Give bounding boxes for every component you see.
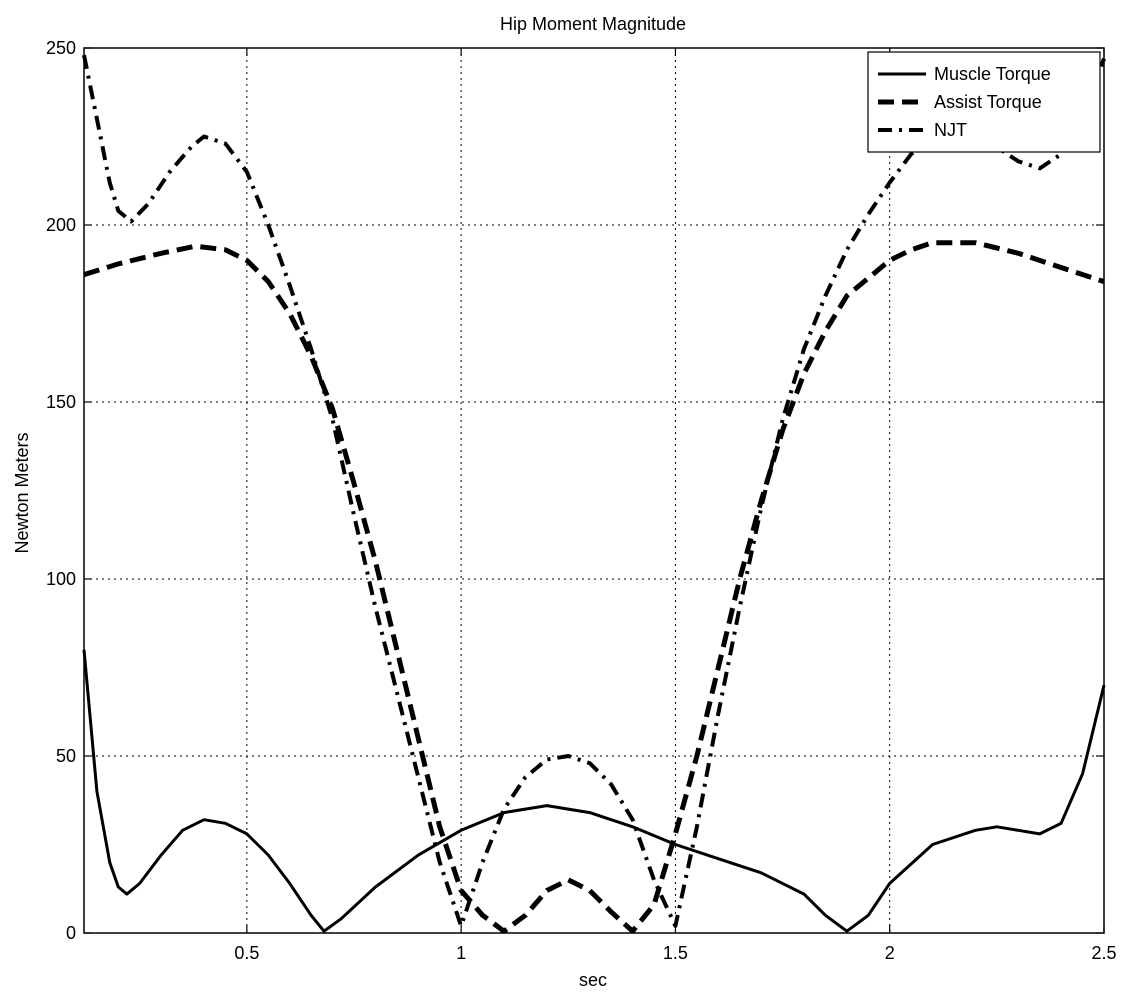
y-tick-label: 200: [46, 215, 76, 235]
plot-area: 0.5 1 1.5 2 2.5 0 50 100 150 200 250: [46, 38, 1117, 963]
x-tick-label: 2.5: [1091, 943, 1116, 963]
chart-title: Hip Moment Magnitude: [500, 14, 686, 34]
y-axis-label: Newton Meters: [12, 432, 32, 553]
legend-label: Muscle Torque: [934, 64, 1051, 84]
y-tick-label: 250: [46, 38, 76, 58]
x-axis-label: sec: [579, 970, 607, 990]
legend-label: NJT: [934, 120, 967, 140]
legend: Muscle Torque Assist Torque NJT: [867, 51, 1101, 153]
y-tick-label: 100: [46, 569, 76, 589]
series-line-assist-torque: [83, 240, 1105, 934]
x-tick-label: 2: [885, 943, 895, 963]
series-line-njt: [82, 54, 1106, 928]
x-tick-label: 1.5: [663, 943, 688, 963]
y-tick-label: 150: [46, 392, 76, 412]
x-tick-label: 1: [456, 943, 466, 963]
x-tick-label: 0.5: [234, 943, 259, 963]
axes-frame: [83, 47, 1105, 934]
y-tick-label: 50: [56, 746, 76, 766]
legend-label: Assist Torque: [934, 92, 1042, 112]
y-tick-label: 0: [66, 923, 76, 943]
